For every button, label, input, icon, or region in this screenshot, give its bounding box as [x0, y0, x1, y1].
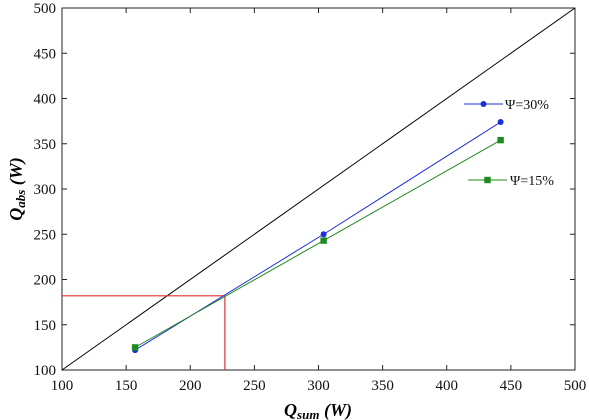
y-axis-title: Qabs (W) [6, 157, 28, 221]
y-tick-label: 450 [34, 46, 57, 62]
y-axis-title-sub: abs [13, 190, 28, 208]
x-tick-label: 500 [564, 378, 587, 394]
x-tick-label: 400 [436, 378, 459, 394]
data-point [497, 119, 504, 126]
x-tick-label: 250 [243, 378, 266, 394]
highlight-lines [62, 295, 226, 370]
y-axis-title-unit: (W) [6, 157, 27, 190]
legend-label: Ψ=15% [510, 174, 554, 189]
x-axis-title-sub: sum [296, 407, 319, 420]
x-axis-title-unit: (W) [319, 400, 352, 420]
y-tick-label: 100 [34, 363, 57, 379]
legend: Ψ=30% Ψ=15% [464, 98, 554, 189]
tick-marks [62, 8, 575, 370]
series-line [134, 139, 501, 348]
x-tick-label: 450 [500, 378, 523, 394]
data-point [320, 237, 327, 244]
data-point [497, 136, 504, 144]
legend-item: Ψ=15% [468, 174, 554, 189]
y-tick-label: 500 [34, 1, 57, 17]
y-tick-label: 300 [34, 182, 57, 198]
x-tick-label: 300 [307, 378, 330, 394]
y-tick-label: 150 [34, 318, 57, 334]
legend-item: Ψ=30% [464, 98, 549, 113]
legend-marker [484, 176, 491, 184]
reference-diagonal-line [61, 7, 576, 371]
x-tick-label: 100 [51, 378, 74, 394]
tick-labels: 100 150 200 250 300 350 400 450 500 100 150 200 250 3… [34, 1, 587, 394]
y-tick-label: 200 [34, 273, 57, 289]
legend-label: Ψ=30% [505, 98, 549, 113]
y-tick-label: 400 [34, 92, 57, 108]
y-tick-label: 350 [34, 137, 57, 153]
x-tick-label: 200 [179, 378, 202, 394]
series-2 [131, 136, 504, 351]
data-point [131, 344, 139, 351]
series-layer [131, 119, 504, 354]
y-axis-title-main: Q [6, 208, 26, 221]
y-tick-label: 250 [34, 227, 57, 243]
data-point [320, 231, 327, 238]
x-axis-title: Qsum (W) [284, 400, 352, 420]
legend-marker [480, 101, 487, 107]
x-axis-title-main: Q [284, 400, 297, 420]
x-tick-label: 150 [115, 378, 138, 394]
x-tick-label: 350 [371, 378, 394, 394]
